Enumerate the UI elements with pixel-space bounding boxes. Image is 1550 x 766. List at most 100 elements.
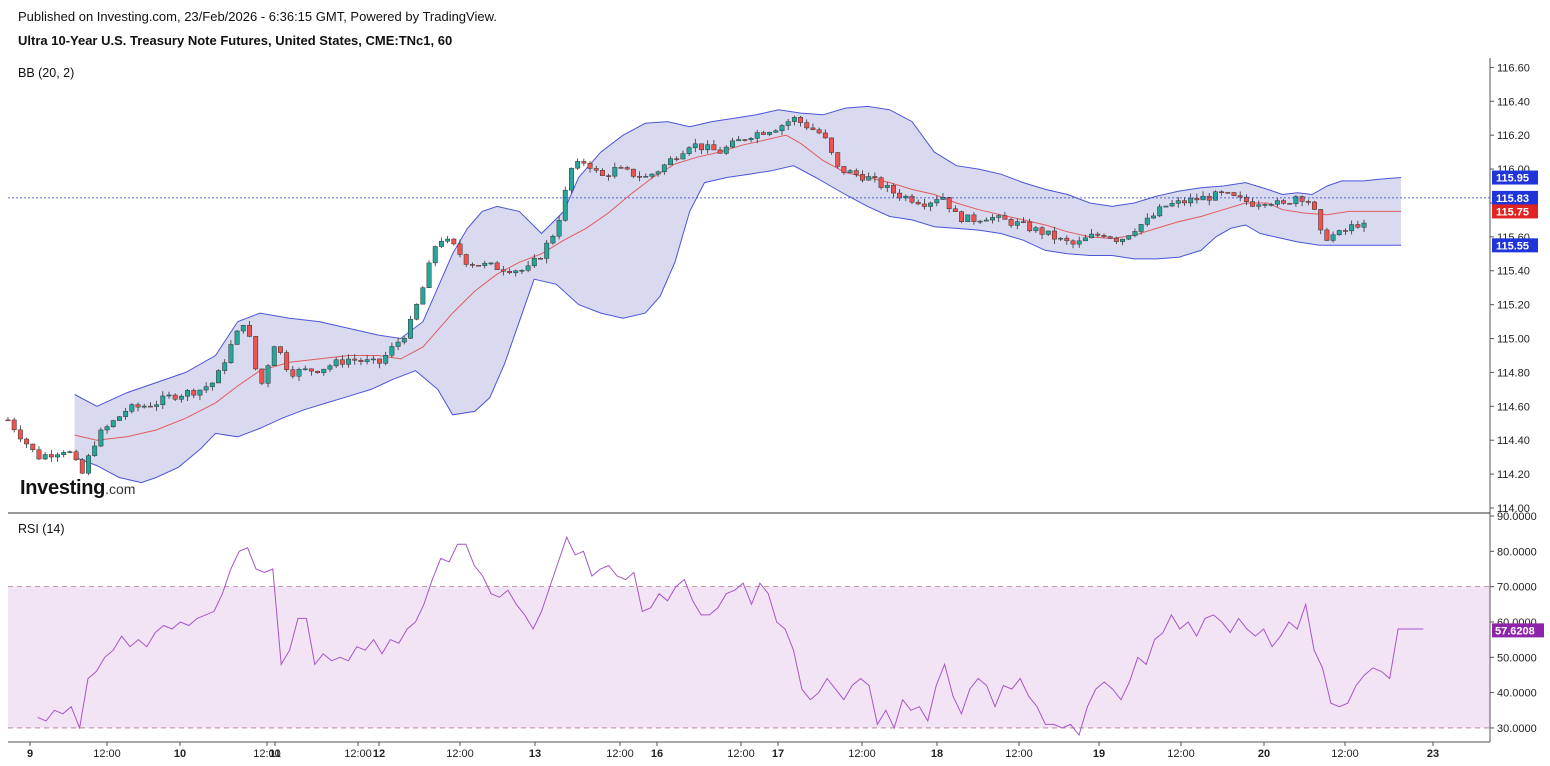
candle — [630, 168, 636, 179]
candle — [1250, 197, 1256, 208]
candle — [649, 173, 655, 179]
candle-body — [147, 405, 153, 408]
candle — [1107, 235, 1113, 239]
candle — [841, 166, 847, 175]
candle-body — [754, 132, 760, 139]
candle-body — [773, 130, 779, 133]
candle — [791, 115, 797, 126]
candle-body — [117, 416, 122, 421]
candle — [333, 357, 339, 369]
rsi-indicator-label[interactable]: RSI (14) — [18, 522, 65, 536]
candle — [612, 162, 618, 179]
candle — [296, 367, 302, 381]
candle-body — [1349, 224, 1355, 232]
candle-body — [123, 411, 129, 417]
candle — [247, 321, 252, 338]
candle-body — [655, 171, 661, 175]
time-tick-label: 13 — [529, 748, 541, 760]
rsi-tick-label: 50.0000 — [1497, 652, 1537, 664]
candle — [606, 173, 612, 181]
price-badge-label: 115.55 — [1496, 240, 1529, 252]
candle-body — [810, 127, 816, 130]
candle-body — [265, 365, 271, 384]
candle-body — [1095, 233, 1101, 236]
candle — [123, 407, 129, 420]
candle-body — [711, 144, 717, 151]
candle — [810, 123, 816, 131]
candle-body — [1299, 196, 1305, 202]
candle — [1355, 220, 1361, 229]
candle-body — [48, 454, 54, 458]
candle-body — [1330, 234, 1336, 241]
candle-body — [599, 170, 605, 176]
candle — [1237, 191, 1243, 202]
time-tick-label: 12:00 — [344, 748, 372, 760]
candle — [1027, 218, 1033, 233]
bb-lower-line — [74, 165, 1402, 484]
candle-body — [507, 270, 512, 274]
candle — [655, 170, 661, 177]
candle-body — [463, 254, 469, 265]
candle-body — [172, 394, 178, 400]
candle-body — [829, 137, 834, 153]
candle — [265, 364, 271, 388]
candle — [1101, 233, 1107, 238]
candle-body — [79, 459, 85, 474]
candle-body — [333, 359, 339, 367]
candle-body — [277, 346, 283, 353]
candle — [401, 336, 407, 345]
candle-body — [1212, 191, 1218, 201]
candle-body — [767, 132, 773, 135]
price-badge-label: 115.83 — [1496, 193, 1529, 205]
time-tick-label: 23 — [1427, 748, 1439, 760]
time-tick-label: 12:00 — [93, 748, 121, 760]
candle-body — [209, 382, 215, 387]
candle — [556, 215, 562, 240]
candle — [897, 189, 903, 201]
candle — [1336, 229, 1342, 236]
candle — [835, 152, 841, 169]
candle-body — [364, 359, 370, 362]
candle — [228, 340, 234, 364]
candle — [1287, 202, 1293, 205]
candle-body — [1008, 219, 1014, 226]
candle-body — [1287, 203, 1293, 205]
time-tick-label: 12 — [373, 748, 385, 760]
candle — [420, 286, 426, 305]
candle-body — [730, 140, 735, 148]
bb-indicator-label[interactable]: BB (20, 2) — [18, 66, 75, 80]
candle — [73, 449, 79, 461]
candle-body — [284, 352, 290, 370]
candle — [1262, 203, 1268, 208]
candle-body — [185, 390, 191, 397]
candle-body — [271, 346, 277, 366]
candle — [92, 441, 98, 457]
price-tick-label: 114.80 — [1497, 367, 1530, 379]
candle-body — [327, 365, 333, 370]
candle — [866, 172, 872, 181]
candle — [1243, 194, 1249, 206]
candle-body — [1157, 206, 1163, 217]
candle — [1281, 198, 1286, 205]
candle-body — [674, 158, 680, 160]
candle-body — [1281, 200, 1286, 204]
candle — [370, 355, 376, 364]
candle — [308, 368, 314, 376]
candle — [1039, 226, 1045, 240]
candle — [5, 417, 11, 422]
candle — [55, 452, 60, 462]
candle — [197, 389, 203, 401]
candle-body — [760, 132, 766, 135]
rsi-pane — [8, 535, 1490, 737]
candle — [1188, 193, 1194, 207]
candle — [408, 315, 413, 340]
candle-body — [556, 220, 562, 237]
candle — [742, 138, 748, 142]
price-badge-label: 115.95 — [1496, 173, 1529, 185]
candle — [983, 217, 989, 222]
candle-body — [971, 214, 977, 222]
candle — [1318, 208, 1324, 235]
candle — [760, 130, 766, 135]
candle-body — [1107, 236, 1113, 239]
